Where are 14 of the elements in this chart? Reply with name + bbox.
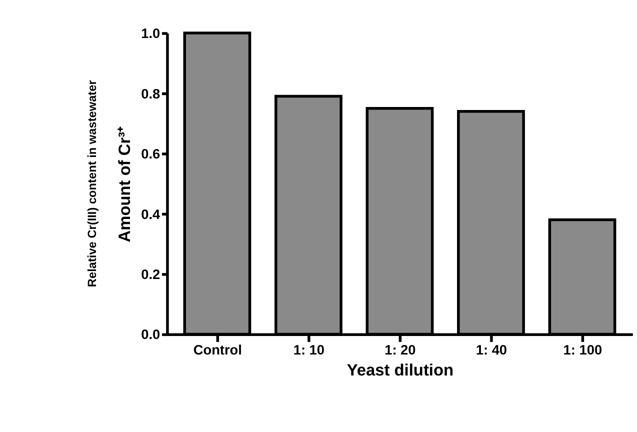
- text: Relative Cr(III) content in wastewater: [84, 80, 99, 288]
- y-tick-label: 0.2: [141, 266, 161, 282]
- y-tick-label: 1.0: [141, 26, 161, 42]
- y-tick-label: 0.6: [141, 146, 161, 162]
- x-tick-label: 1: 10: [293, 342, 325, 358]
- x-tick-label: Control: [193, 342, 242, 358]
- x-tick-label: 1: 40: [476, 342, 508, 358]
- y-axis-title: Amount of Cr³⁺: [116, 126, 134, 242]
- y-tick-label: 0.8: [141, 86, 161, 102]
- y-tick-label: 0.4: [141, 206, 161, 222]
- x-axis-title: Yeast dilution: [346, 362, 454, 380]
- x-tick-label: 1: 100: [563, 342, 602, 358]
- y-tick-label: 0.0: [141, 327, 161, 342]
- x-tick-label: 1: 20: [384, 342, 416, 358]
